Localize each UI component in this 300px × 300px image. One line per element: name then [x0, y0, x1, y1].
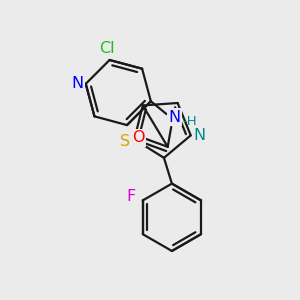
Text: -H: -H: [182, 115, 197, 128]
Text: N: N: [72, 76, 84, 91]
Text: Cl: Cl: [99, 40, 114, 56]
Text: N: N: [169, 110, 181, 124]
Text: F: F: [126, 189, 136, 204]
Text: S: S: [120, 134, 130, 149]
Text: N: N: [194, 128, 206, 143]
Text: O: O: [132, 130, 144, 146]
